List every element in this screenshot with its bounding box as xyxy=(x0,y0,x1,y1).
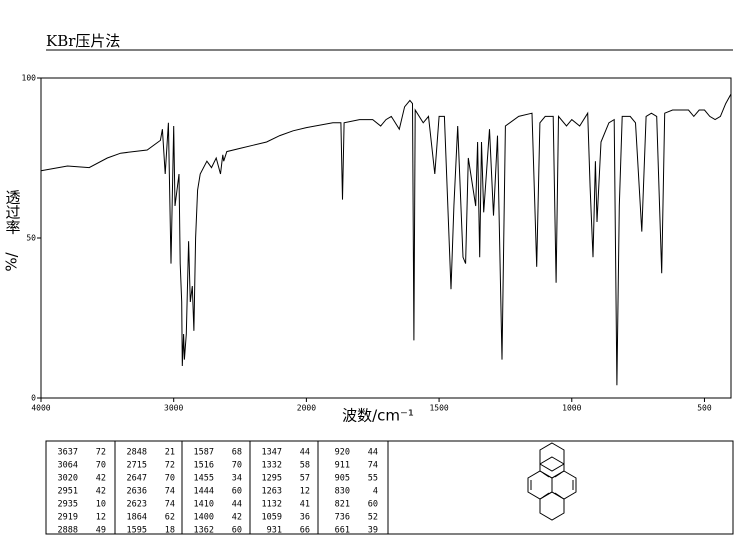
peak-transmittance: 12 xyxy=(96,513,106,523)
spectrum-line xyxy=(40,93,732,386)
peak-transmittance: 62 xyxy=(165,513,175,523)
peak-wavenumber: 3064 xyxy=(58,461,78,471)
peak-transmittance: 52 xyxy=(368,513,378,523)
peak-transmittance: 60 xyxy=(368,500,378,510)
peak-transmittance: 42 xyxy=(96,487,106,497)
peak-wavenumber: 1362 xyxy=(194,526,214,536)
peak-wavenumber: 2951 xyxy=(58,487,78,497)
peak-wavenumber: 1132 xyxy=(262,500,282,510)
peak-wavenumber: 2647 xyxy=(127,474,147,484)
peak-wavenumber: 2888 xyxy=(58,526,78,536)
peak-transmittance: 70 xyxy=(165,474,175,484)
peak-wavenumber: 905 xyxy=(335,474,350,484)
x-axis-label: 波数/cm⁻¹ xyxy=(342,407,414,425)
molecule xyxy=(527,442,577,521)
x-tick-label: 4000 xyxy=(31,404,50,413)
peak-transmittance: 18 xyxy=(165,526,175,536)
peak-transmittance: 36 xyxy=(300,513,310,523)
peak-transmittance: 72 xyxy=(96,448,106,458)
x-tick-label: 1500 xyxy=(429,404,448,413)
peak-wavenumber: 2715 xyxy=(127,461,147,471)
peak-wavenumber: 3020 xyxy=(58,474,78,484)
peak-transmittance: 44 xyxy=(232,500,242,510)
peak-transmittance: 34 xyxy=(232,474,242,484)
peak-wavenumber: 2919 xyxy=(58,513,78,523)
chart-title: KBr压片法 xyxy=(46,32,120,50)
peak-transmittance: 74 xyxy=(165,500,175,510)
peak-wavenumber: 1595 xyxy=(127,526,147,536)
peak-wavenumber: 911 xyxy=(335,461,350,471)
peak-transmittance: 66 xyxy=(300,526,310,536)
y-axis-unit: %/ xyxy=(3,251,21,271)
peak-wavenumber: 1864 xyxy=(127,513,147,523)
peak-wavenumber: 821 xyxy=(335,500,350,510)
peak-transmittance: 21 xyxy=(165,448,175,458)
peak-wavenumber: 1400 xyxy=(194,513,214,523)
table-frame xyxy=(45,440,734,535)
peak-transmittance: 70 xyxy=(96,461,106,471)
peak-wavenumber: 931 xyxy=(267,526,282,536)
peak-wavenumber: 920 xyxy=(335,448,350,458)
y-axis-label: 透过率 xyxy=(4,190,22,235)
peak-wavenumber: 2623 xyxy=(127,500,147,510)
peak-wavenumber: 1455 xyxy=(194,474,214,484)
peak-wavenumber: 1059 xyxy=(262,513,282,523)
peak-wavenumber: 1516 xyxy=(194,461,214,471)
y-tick-label: 50 xyxy=(26,234,36,243)
peak-wavenumber: 2848 xyxy=(127,448,147,458)
peak-transmittance: 60 xyxy=(232,487,242,497)
peak-wavenumber: 2636 xyxy=(127,487,147,497)
peak-wavenumber: 661 xyxy=(335,526,350,536)
peak-transmittance: 12 xyxy=(300,487,310,497)
peak-transmittance: 55 xyxy=(368,474,378,484)
peak-transmittance: 42 xyxy=(232,513,242,523)
peak-transmittance: 57 xyxy=(300,474,310,484)
peak-transmittance: 44 xyxy=(300,448,310,458)
peak-wavenumber: 1587 xyxy=(194,448,214,458)
y-tick-label: 0 xyxy=(31,394,36,403)
peak-wavenumber: 2935 xyxy=(58,500,78,510)
peak-transmittance: 58 xyxy=(300,461,310,471)
peak-wavenumber: 3637 xyxy=(58,448,78,458)
peak-transmittance: 68 xyxy=(232,448,242,458)
peak-transmittance: 49 xyxy=(96,526,106,536)
peak-transmittance: 41 xyxy=(300,500,310,510)
peak-transmittance: 4 xyxy=(373,487,378,497)
peak-wavenumber: 1295 xyxy=(262,474,282,484)
x-tick-label: 3000 xyxy=(164,404,183,413)
peak-wavenumber: 1444 xyxy=(194,487,214,497)
peak-transmittance: 60 xyxy=(232,526,242,536)
peak-transmittance: 42 xyxy=(96,474,106,484)
peak-transmittance: 39 xyxy=(368,526,378,536)
peak-wavenumber: 736 xyxy=(335,513,350,523)
x-tick-label: 2000 xyxy=(297,404,316,413)
peak-transmittance: 74 xyxy=(368,461,378,471)
plot-frame xyxy=(40,77,732,399)
peak-wavenumber: 1410 xyxy=(194,500,214,510)
peak-transmittance: 44 xyxy=(368,448,378,458)
peak-transmittance: 70 xyxy=(232,461,242,471)
x-tick-label: 1000 xyxy=(562,404,581,413)
peak-wavenumber: 1347 xyxy=(262,448,282,458)
x-tick-label: 500 xyxy=(697,404,712,413)
peak-transmittance: 72 xyxy=(165,461,175,471)
peak-wavenumber: 830 xyxy=(335,487,350,497)
peak-transmittance: 74 xyxy=(165,487,175,497)
table-dividers xyxy=(114,441,389,534)
peak-transmittance: 10 xyxy=(96,500,106,510)
y-tick-label: 100 xyxy=(22,74,37,83)
peak-wavenumber: 1332 xyxy=(262,461,282,471)
peak-wavenumber: 1263 xyxy=(262,487,282,497)
